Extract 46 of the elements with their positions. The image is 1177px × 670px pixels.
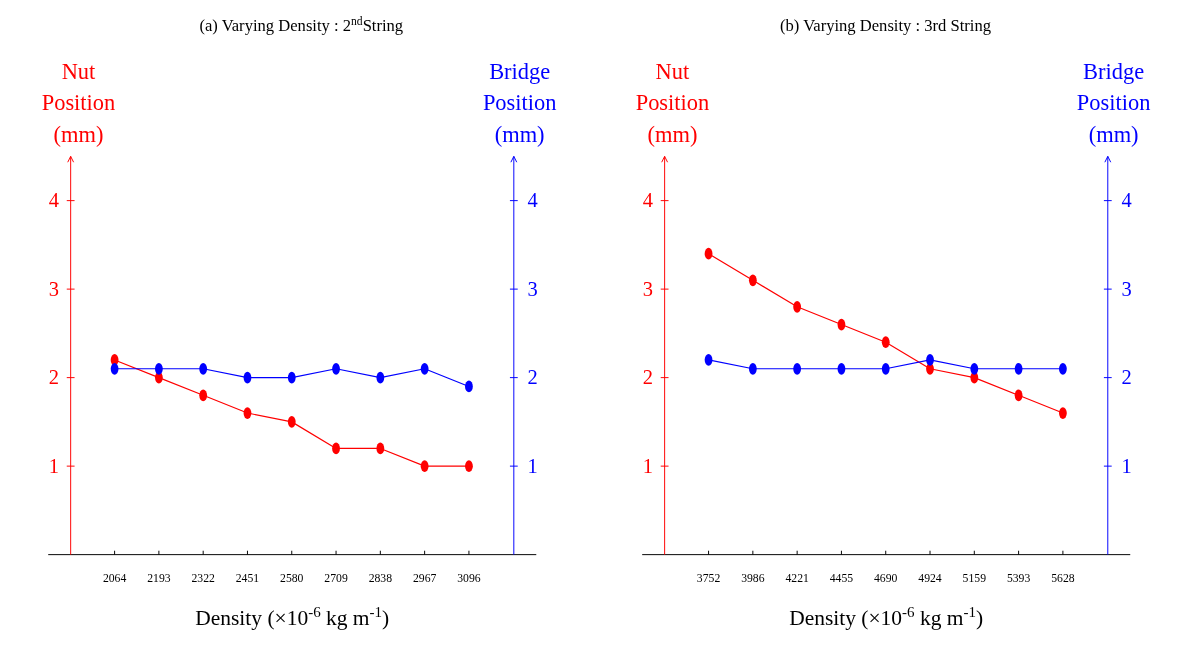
x-tick-label: 4221 xyxy=(785,571,809,585)
y-tick-label: 4 xyxy=(642,189,653,212)
x-tick-label: 5159 xyxy=(962,571,987,585)
x-tick-label: 2709 xyxy=(324,571,348,585)
chart-title: (a) Varying Density : 2$^{nd}$String xyxy=(199,14,404,36)
y-axis-title: Nut Position (mm) xyxy=(41,59,116,147)
point xyxy=(1058,407,1067,419)
y-tick-label: 3 xyxy=(48,277,59,300)
x-tick-label: 2193 xyxy=(147,571,171,585)
x-tick-label: 4455 xyxy=(829,571,854,585)
point xyxy=(243,407,252,419)
y-tick-label: 2 xyxy=(48,366,59,389)
x-tick-label: 2580 xyxy=(280,571,304,585)
y2-tick-label: 2 xyxy=(527,366,538,389)
x-tick-label: 2838 xyxy=(368,571,393,585)
chart-title: (b) Varying Density : 3rd String xyxy=(779,16,992,36)
x-tick-label: 4690 xyxy=(874,571,898,585)
x-tick-label: 4924 xyxy=(918,571,942,585)
x-tick-label: 5393 xyxy=(1006,571,1031,585)
x-tick-label: 3096 xyxy=(457,571,481,585)
y-tick-label: 1 xyxy=(642,454,653,477)
x-tick-label: 2967 xyxy=(412,571,437,585)
x-tick-label: 3752 xyxy=(696,571,721,585)
x-tick-label: 5628 xyxy=(1051,571,1075,585)
y-tick-label: 3 xyxy=(642,277,653,300)
x-tick-label: 2451 xyxy=(235,571,260,585)
x-axis-title: Density (×10$^{-6}$ kg m$^{-1}$) xyxy=(195,603,390,630)
x-tick-label: 2064 xyxy=(102,571,127,585)
y-tick-label: 2 xyxy=(642,366,653,389)
y2-tick-label: 3 xyxy=(527,277,538,300)
y2-tick-label: 1 xyxy=(527,454,538,477)
y2-tick-label: 2 xyxy=(1121,366,1132,389)
x-tick-label: 2322 xyxy=(191,571,216,585)
y2-tick-label: 3 xyxy=(1121,277,1132,300)
y2-tick-label: 4 xyxy=(527,189,538,212)
y2-axis-title: Bridge Position (mm) xyxy=(1076,59,1151,147)
y2-tick-label: 1 xyxy=(1121,454,1132,477)
y-tick-label: 4 xyxy=(48,189,59,212)
y-tick-label: 1 xyxy=(48,454,59,477)
x-tick-label: 3986 xyxy=(741,571,765,585)
x-axis-title: Density (×10$^{-6}$ kg m$^{-1}$) xyxy=(789,603,984,630)
y-axis-title: Nut Position (mm) xyxy=(635,59,710,147)
point xyxy=(420,460,429,472)
y2-tick-label: 4 xyxy=(1121,189,1132,212)
y2-axis-title: Bridge Position (mm) xyxy=(482,59,557,147)
point xyxy=(287,416,296,428)
